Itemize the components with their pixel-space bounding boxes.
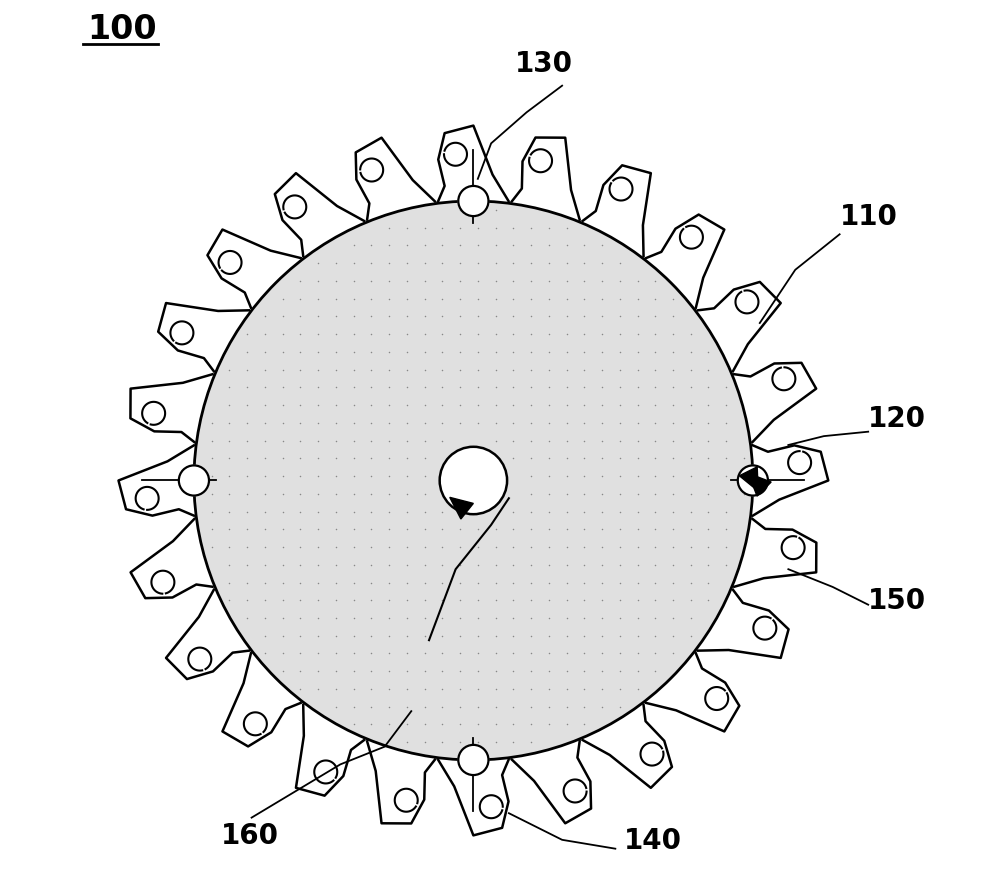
Text: 150: 150 xyxy=(868,587,926,615)
Circle shape xyxy=(458,186,488,216)
Polygon shape xyxy=(748,473,771,496)
Text: 160: 160 xyxy=(221,822,279,850)
Circle shape xyxy=(194,201,753,760)
Circle shape xyxy=(738,465,768,496)
Circle shape xyxy=(179,465,209,496)
Text: 100: 100 xyxy=(87,12,157,45)
Circle shape xyxy=(458,745,488,775)
Circle shape xyxy=(440,447,507,514)
Polygon shape xyxy=(450,498,473,519)
Text: 140: 140 xyxy=(624,827,682,854)
Text: 110: 110 xyxy=(840,204,898,231)
Text: 120: 120 xyxy=(868,405,926,433)
Polygon shape xyxy=(739,467,758,491)
Text: 130: 130 xyxy=(515,51,573,78)
